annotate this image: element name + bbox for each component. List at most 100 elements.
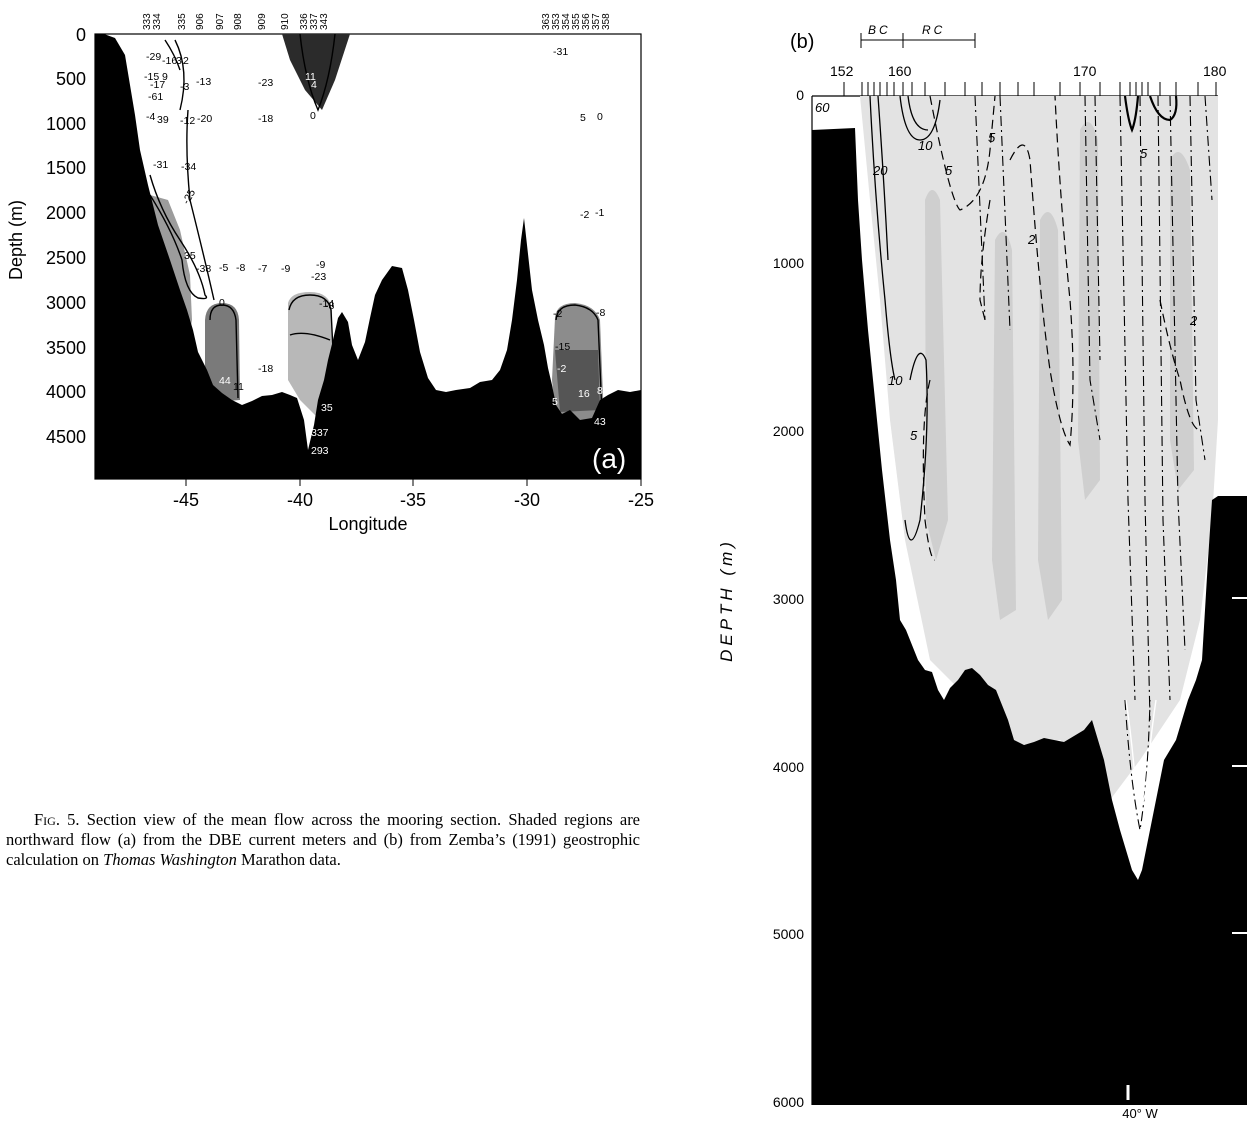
contour-label: 60	[815, 100, 830, 115]
ytick-b-5: 5000	[773, 926, 804, 942]
mooring-910: 910	[280, 13, 291, 30]
contour-label: 2	[1189, 313, 1198, 328]
ytick-a-3: 1500	[46, 158, 86, 178]
station-170: 170	[1073, 63, 1097, 79]
mooring-907: 907	[215, 13, 226, 30]
value-label: -15	[144, 71, 159, 83]
contour-label: 2	[1027, 232, 1036, 247]
value-label: -8	[325, 300, 334, 312]
value-label: -1	[595, 207, 604, 219]
xtick-a-0: -45	[173, 490, 199, 510]
contours-dashdot-b	[974, 95, 1213, 831]
ytick-b-3: 3000	[773, 591, 804, 607]
panel-b: (b) BC RC 152 160 170 180	[717, 23, 1247, 1121]
value-label: -3	[180, 81, 189, 93]
value-label: -29	[146, 51, 161, 63]
mooring-353: 353	[551, 13, 562, 30]
contour-label: 20	[872, 163, 888, 178]
caption-italic: Thomas Washington	[103, 849, 237, 869]
right-ticks-b	[1232, 262, 1247, 934]
value-label: 2	[183, 55, 189, 67]
value-label: -13	[196, 76, 211, 88]
value-label: -2	[557, 363, 566, 375]
xaxis-ticks-a	[185, 479, 642, 486]
bathymetry-a	[95, 34, 641, 479]
bathymetry-b	[812, 128, 1247, 1105]
mooring-354: 354	[561, 13, 572, 30]
ytick-b-6: 6000	[773, 1094, 804, 1110]
ytick-b-4: 4000	[773, 759, 804, 775]
mooring-333: 333	[142, 13, 153, 30]
value-label: 337	[311, 427, 329, 439]
ytick-a-1: 500	[56, 69, 86, 89]
value-label: 16	[578, 388, 590, 400]
value-label: 39	[157, 114, 169, 126]
value-label: -5	[219, 262, 228, 274]
ytick-b-0: 0	[796, 87, 804, 103]
segment-rc: RC	[922, 23, 945, 37]
caption-text: Section view of the mean flow across the…	[6, 809, 641, 869]
ytick-a-6: 3000	[46, 293, 86, 313]
value-label: -7	[258, 263, 267, 275]
ytick-a-0: 0	[76, 25, 86, 45]
ytick-a-9: 4500	[46, 427, 86, 447]
value-label: -61	[148, 91, 163, 103]
ytick-a-7: 3500	[46, 338, 86, 358]
value-label: -38	[196, 263, 211, 275]
contour-label: 5	[1140, 146, 1148, 161]
northward-patch-907	[205, 303, 240, 402]
station-ticks	[843, 82, 1217, 96]
value-label: -20	[197, 113, 212, 125]
value-label: -2	[553, 308, 562, 320]
caption-label: Fig. 5.	[34, 809, 80, 829]
value-label: -34	[181, 161, 196, 173]
value-label: -8	[236, 262, 245, 274]
value-label: 3	[176, 55, 182, 67]
value-label: -9	[316, 259, 325, 271]
stipple-bands-b	[925, 122, 1194, 620]
value-label: -43	[331, 353, 346, 365]
mooring-337: 337	[309, 13, 320, 30]
mooring-363: 363	[541, 13, 552, 30]
value-label: 0	[219, 297, 225, 309]
segment-bars	[860, 33, 976, 48]
value-label: 35	[321, 402, 333, 414]
lon-label-40w: 40° W	[1122, 1106, 1158, 1121]
segment-bc: BC	[868, 23, 891, 37]
mooring-334: 334	[152, 13, 163, 30]
value-label: 44	[219, 375, 231, 387]
mooring-336: 336	[299, 13, 310, 30]
value-label: 0	[597, 111, 603, 123]
mooring-335: 335	[177, 13, 188, 30]
value-label: -23	[258, 77, 273, 89]
yaxis-ticks-a	[95, 33, 101, 437]
value-label: -18	[258, 363, 273, 375]
ylabel-b: DEPTH (m)	[717, 538, 736, 662]
ytick-b-1: 1000	[773, 255, 804, 271]
value-label: -18	[258, 113, 273, 125]
value-label: 5	[580, 112, 586, 124]
mooring-357: 357	[591, 13, 602, 30]
ytick-a-4: 2000	[46, 203, 86, 223]
value-label: 11	[233, 381, 244, 393]
caption-text-end: Marathon data.	[240, 849, 341, 869]
ytick-b-2: 2000	[773, 423, 804, 439]
xtick-a-2: -35	[400, 490, 426, 510]
value-label: -17	[150, 79, 165, 91]
value-label: -23	[311, 271, 326, 283]
station-180: 180	[1203, 63, 1227, 79]
value-label: -2	[580, 209, 589, 221]
value-label: -9	[281, 263, 290, 275]
value-label: 35	[184, 250, 196, 262]
value-label: 4	[311, 79, 317, 91]
contour-label: 10	[888, 373, 903, 388]
xtick-a-1: -40	[287, 490, 313, 510]
mooring-909: 909	[257, 13, 268, 30]
contour-label: 5	[988, 130, 996, 145]
value-label: 9	[162, 71, 168, 83]
contour-label: 10	[918, 138, 933, 153]
station-160: 160	[888, 63, 912, 79]
xtick-a-3: -30	[514, 490, 540, 510]
contour-label: 5	[945, 163, 953, 178]
ylabel-a: Depth (m)	[6, 200, 26, 280]
